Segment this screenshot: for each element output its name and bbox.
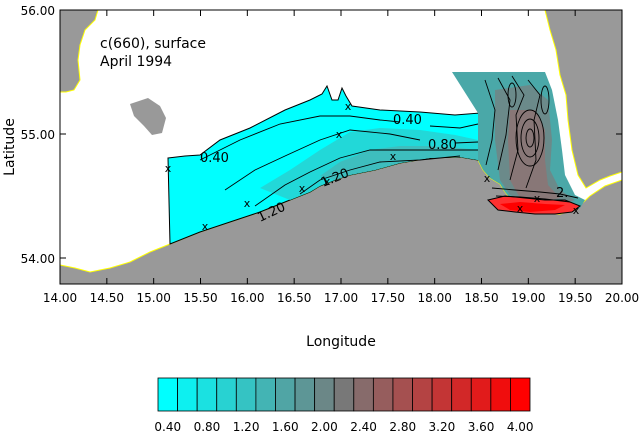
colorbar-swatch <box>314 377 335 412</box>
station-marker: x <box>484 172 491 185</box>
contour-line <box>454 141 479 144</box>
contour-labels: 0.40 0.40 0.80 1.20 1.20 2. <box>200 113 568 226</box>
contour-line <box>199 115 401 161</box>
field-hotspot-core <box>500 202 565 212</box>
y-axis-label: Latitude <box>2 118 18 176</box>
contour-label: 2. <box>556 186 568 201</box>
colorbar-label: 0.40 <box>154 420 181 434</box>
colorbar-swatch <box>392 377 413 412</box>
colorbar-swatch <box>333 377 355 412</box>
x-tick-label: 19.50 <box>558 291 592 305</box>
contour-line <box>497 77 511 171</box>
y-tick-label: 55.00 <box>21 128 55 142</box>
station-marker: x <box>345 100 352 113</box>
x-tick-label: 18.00 <box>417 291 451 305</box>
x-tick-label: 19.00 <box>511 291 545 305</box>
contour-label: 0.40 <box>393 113 422 128</box>
colorbar-swatch <box>294 377 316 412</box>
colorbar-label: 2.80 <box>389 420 416 434</box>
colorbar-label: 1.60 <box>272 420 299 434</box>
colorbar-label: 3.20 <box>429 420 456 434</box>
colorbar-swatch <box>431 377 453 412</box>
station-marker: x <box>336 128 343 141</box>
contour-label: 0.80 <box>428 138 457 153</box>
contour-ring <box>515 109 545 167</box>
contour-line <box>254 149 478 207</box>
x-tick-label: 18.50 <box>464 291 498 305</box>
colorbar-label: 2.40 <box>350 420 377 434</box>
colorbar-swatch <box>255 377 276 412</box>
x-tick-label: 17.50 <box>371 291 405 305</box>
contour-lines <box>199 75 579 207</box>
colorbar-label: 3.60 <box>468 420 495 434</box>
station-marker: x <box>390 150 397 163</box>
colorbar-label: 0.80 <box>194 420 221 434</box>
x-tick-label: 16.50 <box>277 291 311 305</box>
contour-line <box>429 123 479 129</box>
x-tick-label: 14.00 <box>43 291 77 305</box>
contour-ring <box>507 82 517 108</box>
station-markers: x x x x x x x x x x x x <box>165 100 580 233</box>
contour-line <box>509 75 525 181</box>
contour-line <box>525 79 541 189</box>
colorbar-swatch <box>275 377 296 412</box>
contour-line <box>299 155 461 195</box>
colorbar-swatch <box>490 377 511 412</box>
field-band-2 <box>320 146 478 180</box>
colorbar-label: 2.00 <box>311 420 338 434</box>
station-marker: x <box>299 182 306 195</box>
station-marker: x <box>244 197 251 210</box>
station-marker: x <box>517 202 524 215</box>
colorbar-swatch <box>196 377 218 412</box>
y-tick-label: 54.00 <box>21 252 55 266</box>
map-subtitle: April 1994 <box>100 54 172 70</box>
x-tick-label: 16.00 <box>230 291 264 305</box>
land-island <box>130 98 166 135</box>
station-marker: x <box>573 204 580 217</box>
colorbar-swatch <box>412 377 433 412</box>
x-tick-label: 17.00 <box>324 291 358 305</box>
contour-line <box>224 129 421 191</box>
contour-line <box>495 195 571 203</box>
land-northwest <box>60 10 99 93</box>
map-title: c(660), surface <box>100 36 206 52</box>
x-tick-label: 15.00 <box>136 291 170 305</box>
colorbar-swatch <box>372 377 394 412</box>
contour-ring <box>540 85 550 115</box>
x-axis: 14.00 14.50 15.00 15.50 16.00 16.50 17.00 17.50… <box>43 10 639 305</box>
contour-line <box>491 187 579 199</box>
colorbar-swatch <box>216 377 237 412</box>
station-marker: x <box>202 220 209 233</box>
colorbar-label: 4.00 <box>507 420 534 434</box>
station-marker: x <box>324 175 331 188</box>
x-axis-label: Longitude <box>306 334 376 350</box>
x-tick-label: 14.50 <box>90 291 124 305</box>
contour-label: 0.40 <box>200 151 229 166</box>
colorbar-swatch <box>235 377 257 412</box>
colorbar-swatch <box>353 377 374 412</box>
contour-ring <box>525 128 535 148</box>
x-tick-label: 15.50 <box>183 291 217 305</box>
colorbar: 0.40 0.80 1.20 1.60 2.00 2.40 2.80 3.20 3.60 4.00 <box>154 377 534 434</box>
y-tick-label: 56.00 <box>21 4 55 18</box>
colorbar-swatch <box>470 377 492 412</box>
y-axis: 56.00 55.00 54.00 <box>21 4 622 266</box>
station-marker: x <box>165 162 172 175</box>
x-tick-label: 20.00 <box>605 291 639 305</box>
station-marker: x <box>534 192 541 205</box>
colorbar-swatch <box>451 377 472 412</box>
colorbar-swatch <box>157 377 178 412</box>
colorbar-swatch <box>177 377 198 412</box>
land-east <box>544 10 622 189</box>
contour-ring <box>520 118 540 158</box>
colorbar-swatch <box>510 377 531 412</box>
contour-line <box>484 79 496 166</box>
colorbar-label: 1.20 <box>233 420 260 434</box>
